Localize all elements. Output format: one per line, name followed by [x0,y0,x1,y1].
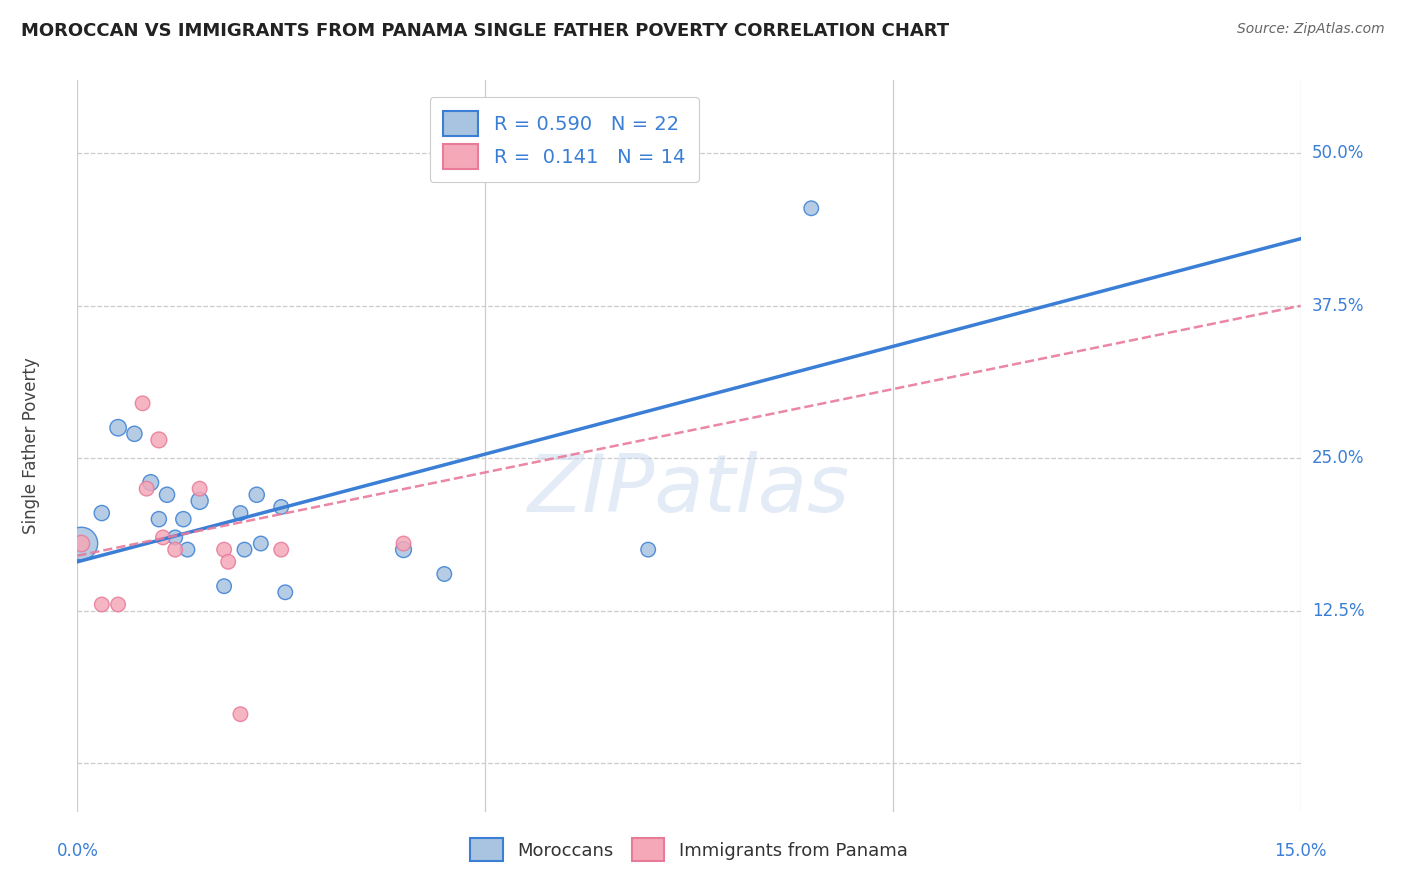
Point [800,202,823,216]
Point [229,506,252,520]
Point [107,598,129,612]
Point [90,598,112,612]
Text: 37.5%: 37.5% [1312,297,1364,315]
Point [433,567,456,582]
Point [165,530,187,544]
Point [124,426,146,441]
Text: ZIPatlas: ZIPatlas [527,450,851,529]
Point [212,579,235,593]
Point [152,530,174,544]
Point [637,542,659,557]
Point [229,707,252,722]
Point [70,536,93,550]
Point [274,585,297,599]
Text: 0.0%: 0.0% [56,842,98,860]
Point [217,555,239,569]
Text: 15.0%: 15.0% [1274,842,1327,860]
Text: MOROCCAN VS IMMIGRANTS FROM PANAMA SINGLE FATHER POVERTY CORRELATION CHART: MOROCCAN VS IMMIGRANTS FROM PANAMA SINGL… [21,22,949,40]
Text: Source: ZipAtlas.com: Source: ZipAtlas.com [1237,22,1385,37]
Point [212,542,235,557]
Point [233,542,256,557]
Point [270,542,292,557]
Point [188,482,211,496]
Point [188,494,211,508]
Point [165,542,187,557]
Text: 50.0%: 50.0% [1312,145,1364,162]
Legend: Moroccans, Immigrants from Panama: Moroccans, Immigrants from Panama [463,830,915,869]
Point [70,536,93,550]
Point [250,536,273,550]
Point [392,542,415,557]
Point [270,500,292,514]
Text: Single Father Poverty: Single Father Poverty [22,358,39,534]
Point [90,506,112,520]
Point [107,421,129,435]
Point [392,536,415,550]
Text: 25.0%: 25.0% [1312,450,1364,467]
Point [148,433,170,447]
Point [176,542,198,557]
Point [139,475,162,490]
Point [246,488,269,502]
Point [172,512,194,526]
Point [156,488,179,502]
Point [148,512,170,526]
Text: 12.5%: 12.5% [1312,601,1364,620]
Point [131,396,153,410]
Point [135,482,157,496]
